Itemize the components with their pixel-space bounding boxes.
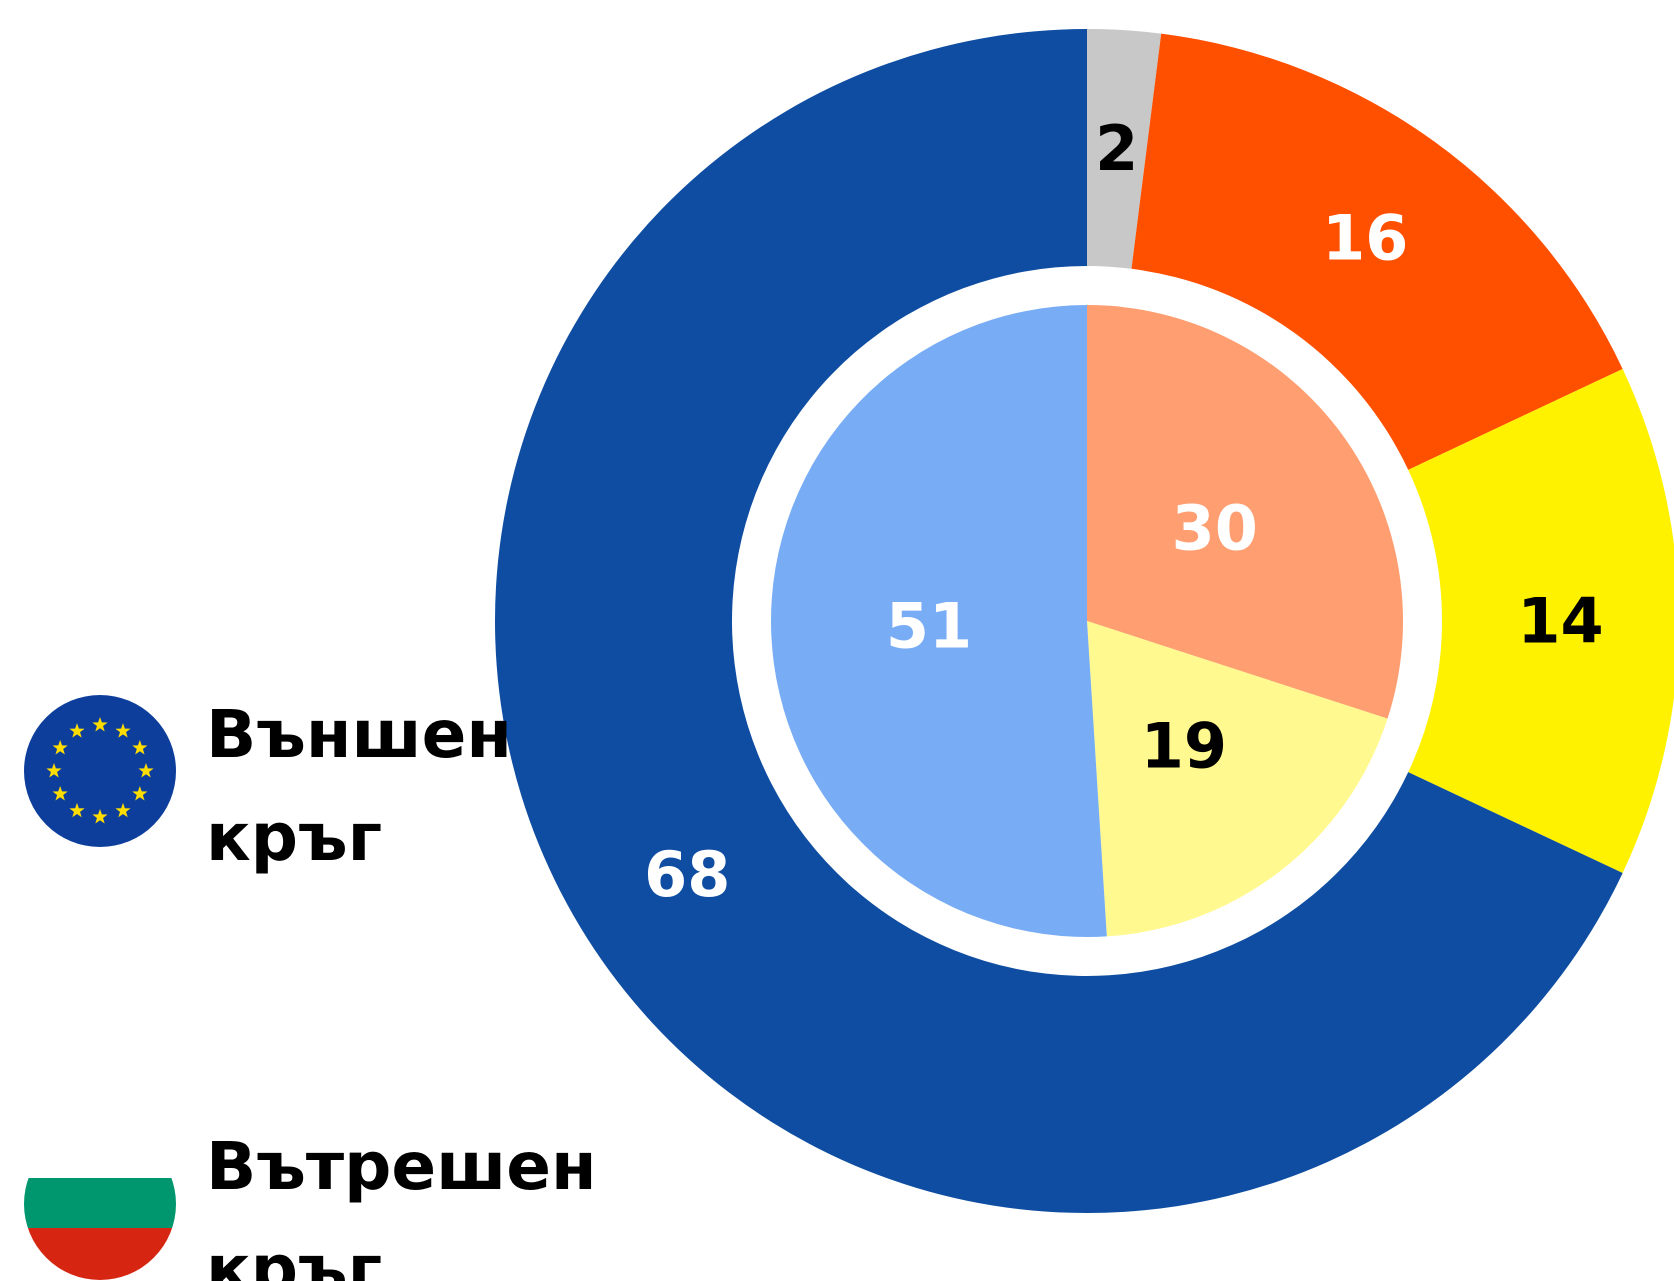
data-label: 14 [1517,585,1603,658]
data-label: 51 [886,589,972,662]
bg-flag-icon [24,1128,176,1280]
segment [1087,621,1388,937]
eu-star [115,802,131,818]
segment [1408,368,1674,874]
segment [771,305,1107,937]
eu-star [132,786,148,801]
eu-star [138,763,154,778]
data-label: 30 [1172,492,1258,565]
eu-star [52,740,68,755]
eu-star [92,809,108,824]
eu-star [69,723,85,738]
data-label: 16 [1322,201,1408,274]
eu-star [69,802,85,818]
eu-star [132,740,148,755]
legend-outer: Външен кръг [206,696,512,876]
segment [1087,29,1162,269]
segment [495,28,1623,1214]
segment [1087,305,1403,719]
data-label: 68 [644,838,730,911]
legend-inner: Вътрешен кръг [206,1128,597,1281]
eu-star [115,723,131,738]
eu-star [52,786,68,801]
data-label: 19 [1141,709,1227,782]
eu-star [46,763,62,778]
eu-star [92,717,108,732]
data-label: 2 [1095,112,1138,185]
eu-flag-icon [24,695,176,847]
segment [1131,33,1623,470]
